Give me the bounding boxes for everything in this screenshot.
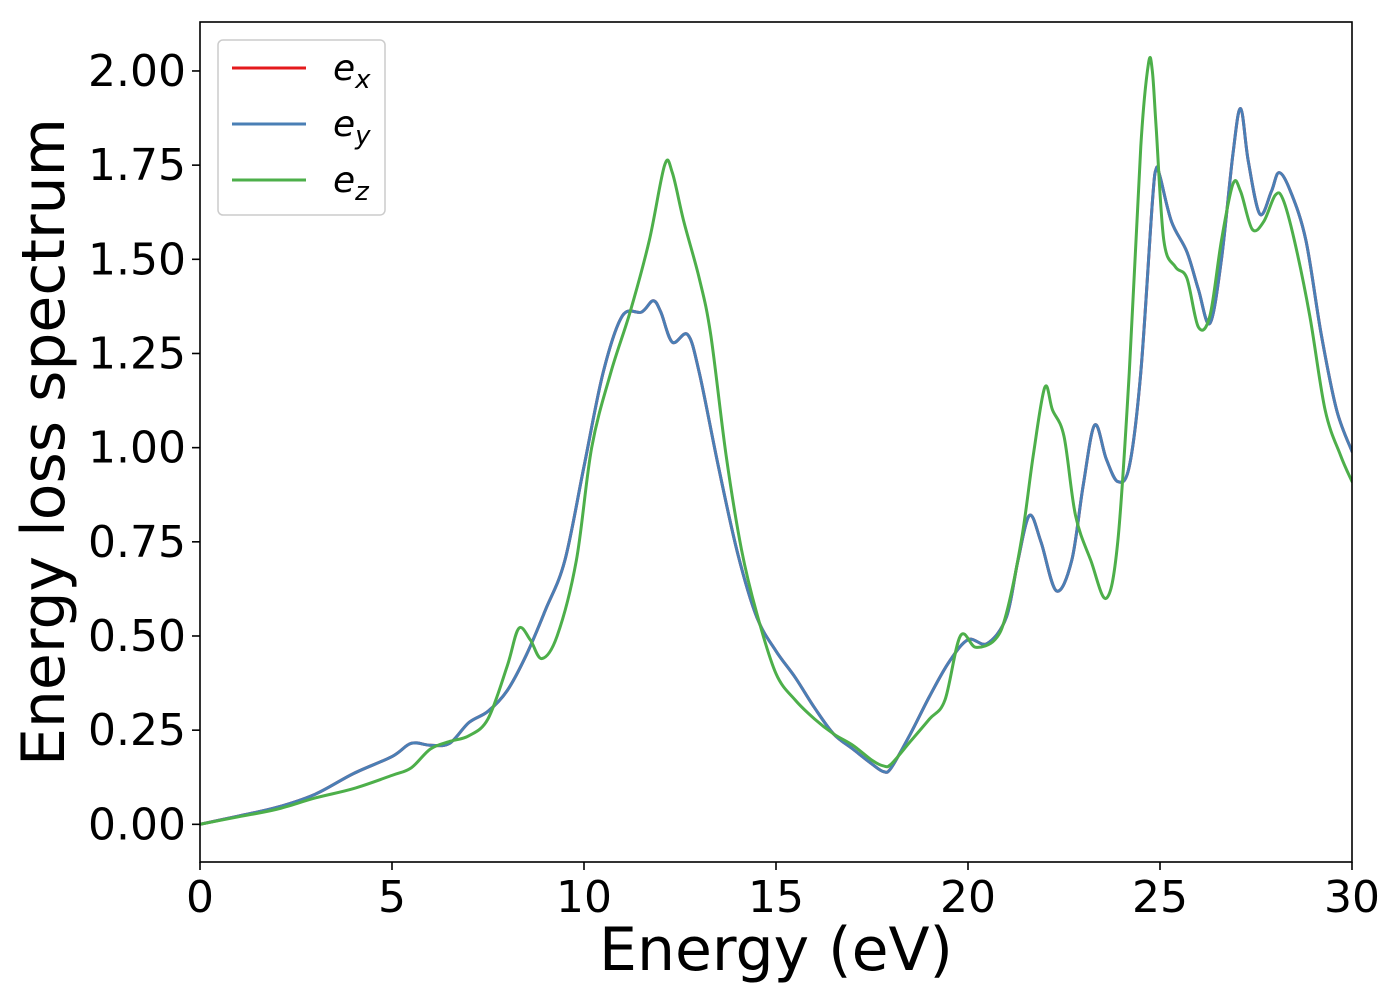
x-tick-label: 25 (1132, 872, 1188, 923)
legend-label-subscript: x (354, 65, 371, 95)
x-tick-label: 20 (940, 872, 996, 923)
legend-label-main: e (333, 104, 355, 145)
legend-box (217, 39, 386, 216)
series-layer (200, 55, 1352, 826)
x-tick-label: 0 (186, 872, 214, 923)
x-axis-title: Energy (eV) (599, 915, 953, 985)
x-axis: 0 5 10 15 20 25 30 (186, 862, 1380, 923)
y-tick-label: 0.25 (88, 705, 186, 756)
x-tick-label: 5 (378, 872, 406, 923)
legend-label-e-z: ez (333, 160, 370, 207)
y-tick-label: 0.50 (88, 611, 186, 662)
legend-label-e-y: ey (333, 104, 371, 151)
y-axis-title: Energy loss spectrum (9, 118, 79, 766)
legend-label-main: e (333, 160, 355, 201)
x-tick-label: 30 (1324, 872, 1380, 923)
legend-label-main: e (333, 48, 355, 89)
y-axis: 0.00 0.25 0.50 0.75 1.00 1.25 1.50 1.75 2.00 (88, 46, 200, 850)
y-tick-label: 1.50 (88, 234, 186, 285)
y-tick-label: 0.75 (88, 517, 186, 568)
x-tick-label: 10 (556, 872, 612, 923)
y-tick-label: 0.00 (88, 799, 186, 850)
series-line-e-y (200, 107, 1352, 826)
x-tick-label: 15 (748, 872, 804, 923)
legend-label-subscript: y (354, 121, 371, 151)
y-tick-label: 2.00 (88, 46, 186, 97)
y-tick-label: 1.00 (88, 423, 186, 474)
y-tick-label: 1.25 (88, 328, 186, 379)
y-tick-label: 1.75 (88, 140, 186, 191)
legend-label-e-x: ex (333, 48, 371, 95)
series-line-e-z (200, 55, 1352, 826)
legend-label-subscript: z (354, 177, 370, 207)
